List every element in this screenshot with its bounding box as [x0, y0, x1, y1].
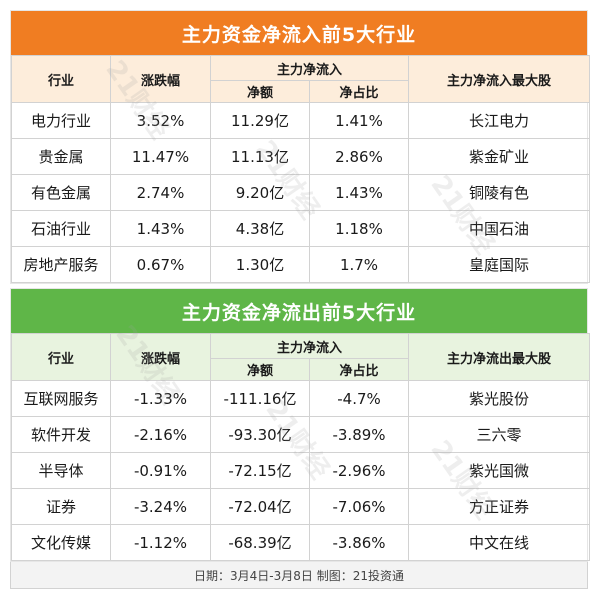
table-row: 软件开发 -2.16% -93.30亿 -3.89% 三六零	[11, 416, 591, 453]
header-net-amount: 净额	[210, 80, 310, 103]
table-row: 证券 -3.24% -72.04亿 -7.06% 方正证券	[11, 488, 591, 525]
top-stock-cell: 紫金矿业	[408, 138, 591, 175]
table-row: 互联网服务 -1.33% -111.16亿 -4.7% 紫光股份	[11, 380, 591, 417]
report-card: 主力资金净流入前5大行业 行业 涨跌幅 主力净流入 主力净流入最大股 净额 净占…	[10, 10, 591, 589]
table-row: 贵金属 11.47% 11.13亿 2.86% 紫金矿业	[11, 138, 591, 175]
net-amount-cell: -111.16亿	[210, 380, 310, 417]
industry-cell: 有色金属	[11, 174, 111, 211]
top-stock-cell: 中国石油	[408, 210, 591, 247]
inflow-title: 主力资金净流入前5大行业	[11, 11, 587, 55]
net-amount-cell: -68.39亿	[210, 524, 310, 561]
industry-cell: 半导体	[11, 452, 111, 489]
change-cell: 0.67%	[110, 246, 211, 283]
industry-cell: 贵金属	[11, 138, 111, 175]
net-ratio-cell: -4.7%	[308, 380, 410, 417]
top-stock-cell: 长江电力	[408, 102, 591, 139]
top-stock-cell: 紫光股份	[408, 380, 591, 417]
change-cell: 1.43%	[110, 210, 211, 247]
top-stock-cell: 皇庭国际	[408, 246, 591, 283]
header-main-flow: 主力净流入	[209, 55, 410, 81]
table-row: 有色金属 2.74% 9.20亿 1.43% 铜陵有色	[11, 174, 591, 211]
net-ratio-cell: -2.96%	[308, 452, 410, 489]
industry-cell: 石油行业	[11, 210, 111, 247]
header-net-ratio: 净占比	[308, 80, 410, 103]
net-ratio-cell: 1.18%	[308, 210, 410, 247]
industry-cell: 软件开发	[11, 416, 111, 453]
net-ratio-cell: 2.86%	[308, 138, 410, 175]
change-cell: -2.16%	[110, 416, 211, 453]
inflow-table: 行业 涨跌幅 主力净流入 主力净流入最大股 净额 净占比 电力行业 3.52% …	[11, 55, 591, 283]
top-stock-cell: 三六零	[408, 416, 591, 453]
outflow-title: 主力资金净流出前5大行业	[11, 289, 587, 333]
inflow-section: 主力资金净流入前5大行业 行业 涨跌幅 主力净流入 主力净流入最大股 净额 净占…	[10, 10, 591, 284]
top-stock-cell: 铜陵有色	[408, 174, 591, 211]
table-row: 石油行业 1.43% 4.38亿 1.18% 中国石油	[11, 210, 591, 247]
change-cell: 11.47%	[110, 138, 211, 175]
header-industry: 行业	[11, 55, 111, 103]
table-row: 文化传媒 -1.12% -68.39亿 -3.86% 中文在线	[11, 524, 591, 561]
header-main-flow: 主力净流入	[209, 333, 410, 359]
industry-cell: 文化传媒	[11, 524, 111, 561]
outflow-table: 行业 涨跌幅 主力净流入 主力净流出最大股 净额 净占比 互联网服务 -1.33…	[11, 333, 591, 561]
net-amount-cell: -93.30亿	[210, 416, 310, 453]
net-ratio-cell: -3.86%	[308, 524, 410, 561]
header-top-stock: 主力净流出最大股	[408, 333, 591, 381]
net-ratio-cell: 1.7%	[308, 246, 410, 283]
top-stock-cell: 方正证券	[408, 488, 591, 525]
net-ratio-cell: -7.06%	[308, 488, 410, 525]
change-cell: -1.33%	[110, 380, 211, 417]
change-cell: -0.91%	[110, 452, 211, 489]
outflow-section: 主力资金净流出前5大行业 行业 涨跌幅 主力净流入 主力净流出最大股 净额 净占…	[10, 288, 591, 562]
header-top-stock: 主力净流入最大股	[408, 55, 591, 103]
net-amount-cell: 4.38亿	[210, 210, 310, 247]
change-cell: 3.52%	[110, 102, 211, 139]
header-net-amount: 净额	[210, 358, 310, 381]
top-stock-cell: 中文在线	[408, 524, 591, 561]
net-amount-cell: -72.04亿	[210, 488, 310, 525]
change-cell: 2.74%	[110, 174, 211, 211]
industry-cell: 互联网服务	[11, 380, 111, 417]
net-amount-cell: 1.30亿	[210, 246, 310, 283]
change-cell: -1.12%	[110, 524, 211, 561]
net-ratio-cell: 1.43%	[308, 174, 410, 211]
table-row: 电力行业 3.52% 11.29亿 1.41% 长江电力	[11, 102, 591, 139]
net-amount-cell: 11.13亿	[210, 138, 310, 175]
header-net-ratio: 净占比	[308, 358, 410, 381]
net-ratio-cell: -3.89%	[308, 416, 410, 453]
industry-cell: 证券	[11, 488, 111, 525]
net-amount-cell: 11.29亿	[210, 102, 310, 139]
net-amount-cell: -72.15亿	[210, 452, 310, 489]
footer-credit: 日期：3月4日-3月8日 制图：21投资通	[10, 562, 588, 589]
change-cell: -3.24%	[110, 488, 211, 525]
industry-cell: 房地产服务	[11, 246, 111, 283]
industry-cell: 电力行业	[11, 102, 111, 139]
header-change: 涨跌幅	[110, 55, 211, 103]
table-row: 半导体 -0.91% -72.15亿 -2.96% 紫光国微	[11, 452, 591, 489]
header-industry: 行业	[11, 333, 111, 381]
top-stock-cell: 紫光国微	[408, 452, 591, 489]
header-change: 涨跌幅	[110, 333, 211, 381]
net-ratio-cell: 1.41%	[308, 102, 410, 139]
table-row: 房地产服务 0.67% 1.30亿 1.7% 皇庭国际	[11, 246, 591, 283]
net-amount-cell: 9.20亿	[210, 174, 310, 211]
